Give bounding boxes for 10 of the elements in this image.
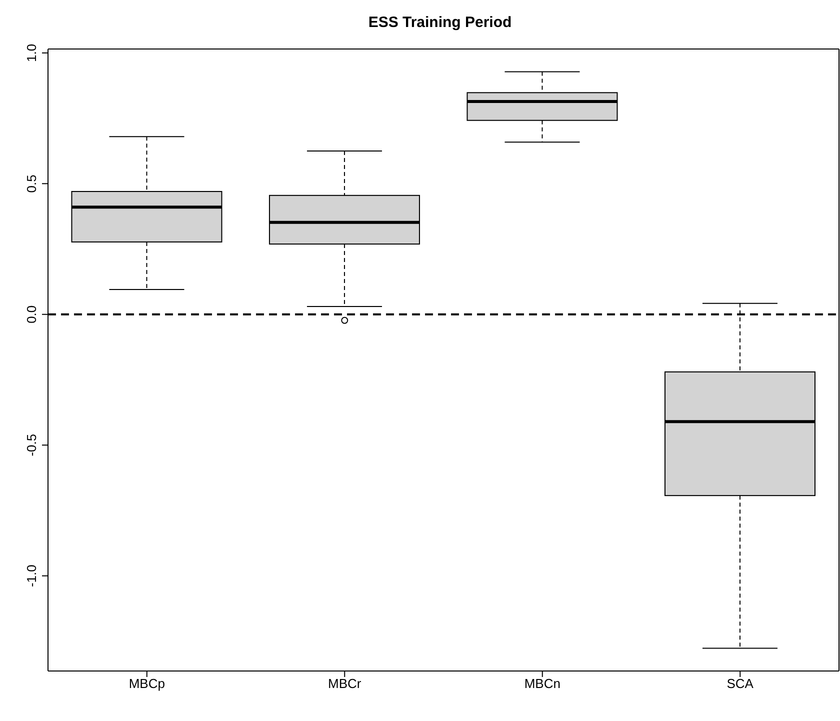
x-tick-label: MBCn [524,676,560,692]
x-tick-label: MBCr [328,676,362,692]
chart-title: ESS Training Period [367,13,513,33]
x-tick-label: MBCp [128,676,165,692]
y-tick-label: 0.0 [24,305,39,324]
x-tick-label: SCA [726,676,754,692]
y-tick-label: 0.5 [24,174,39,193]
y-tick-label: -0.5 [24,434,39,456]
y-tick-label: 1.0 [24,44,39,62]
y-tick-label: -1.0 [24,564,39,588]
